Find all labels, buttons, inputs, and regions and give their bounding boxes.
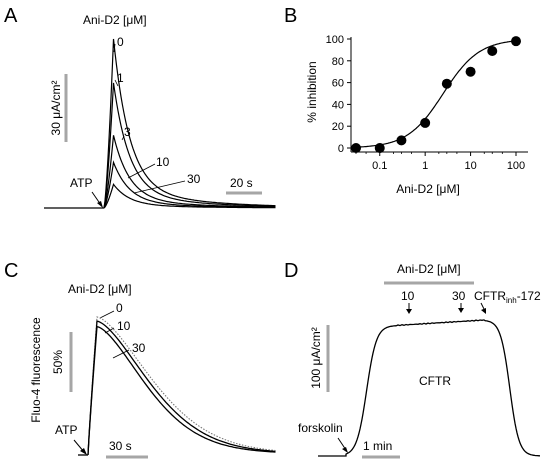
panel-a-trace-label-10: 10 (156, 155, 170, 169)
panel-b-x-ticks: 0.1 1 10 100 (355, 152, 525, 172)
panel-b-letter: B (284, 5, 297, 27)
panel-a-stimulus-label: ATP (70, 176, 92, 190)
panel-a-scalebar-y-label: 30 μA/cm² (49, 81, 63, 136)
panel-a-scalebar-x-label: 20 s (230, 176, 253, 190)
panel-d-center-label: CFTR (419, 374, 451, 388)
panel-b-y-ticks: 0 20 40 60 80 100 (326, 34, 351, 155)
panel-b-ytick-label: 20 (332, 121, 344, 133)
panel-a-trace-label-1: 1 (117, 71, 124, 85)
panel-b-xtick-label: 100 (507, 160, 525, 172)
panel-c-trace-30 (87, 325, 276, 456)
panel-b-xtick-label: 0.1 (372, 160, 387, 172)
panel-b-points (351, 36, 521, 153)
panel-b-fit-curve (355, 40, 516, 148)
panel-d-dose-arrowhead-10 (406, 309, 412, 314)
panel-c-stimulus-label: ATP (55, 423, 77, 437)
panel-c-trace-label-0: 0 (116, 301, 123, 315)
panel-d: D Ani-D2 [μM] 10 30 CFTRinh-172 CFTR 100… (284, 260, 541, 459)
panel-c-ylabel: Fluo-4 fluorescence (29, 317, 43, 423)
panel-b-point (487, 45, 498, 56)
panel-c-leader-0 (99, 310, 115, 319)
panel-d-trace (318, 319, 540, 457)
panel-d-inhibitor-label: CFTRinh-172 (474, 289, 541, 305)
panel-d-bar-label: Ani-D2 [μM] (397, 262, 461, 276)
panel-a-trace-1 (103, 82, 276, 209)
panel-c-stimulus-arrowhead (80, 448, 87, 455)
panel-b-point (351, 143, 361, 153)
panel-c-trace-label-10: 10 (117, 319, 131, 333)
panel-b-ytick-label: 40 (332, 99, 344, 111)
panel-b-ytick-label: 60 (332, 78, 344, 90)
panel-b-xtick-label: 1 (422, 160, 428, 172)
panel-d-inhibitor-suffix: -172 (517, 289, 541, 303)
panel-d-letter: D (284, 260, 298, 282)
panel-d-scalebar-x-label: 1 min (363, 439, 392, 453)
panel-b-ylabel: % inhibition (305, 61, 319, 122)
panel-b-point (441, 78, 452, 89)
panel-a-legend-title: Ani-D2 [μM] (83, 13, 147, 27)
panel-d-dose-label-10: 10 (401, 289, 415, 303)
panel-a: A Ani-D2 [μM] 0 1 3 10 30 ATP 30 μA/cm² … (4, 5, 276, 209)
panel-b-point (420, 117, 431, 128)
panel-a-trace-label-0: 0 (117, 35, 124, 49)
panel-b-point (465, 66, 476, 77)
panel-a-trace-30 (103, 182, 276, 209)
panel-c-legend-title: Ani-D2 [μM] (68, 282, 132, 296)
panel-d-inhibitor-sub: inh (506, 296, 517, 305)
panel-b-ytick-label: 100 (326, 34, 344, 46)
panel-c-trace-label-30: 30 (132, 341, 146, 355)
panel-b-ytick-label: 80 (332, 56, 344, 68)
panel-a-leader-10 (127, 163, 156, 179)
panel-a-leader-1 (114, 79, 119, 87)
panel-a-trace-label-30: 30 (187, 172, 201, 186)
panel-d-scalebar-y-label: 100 μA/cm² (309, 327, 323, 389)
panel-d-inhibitor-main: CFTR (474, 289, 506, 303)
panel-b-xtick-label: 10 (464, 160, 476, 172)
panel-d-dose-label-30: 30 (452, 289, 466, 303)
panel-c-scalebar-y-label: 50% (51, 350, 65, 374)
panel-c: C Ani-D2 [μM] 0 10 30 Fluo-4 fluorescenc… (4, 260, 276, 459)
panel-b-point (511, 36, 521, 47)
panel-d-dose-arrowhead-30 (458, 308, 464, 313)
panel-a-stimulus-arrowhead (97, 201, 103, 208)
panel-a-letter: A (4, 5, 18, 27)
panel-d-stimulus-arrowhead (342, 447, 348, 453)
panel-b-ytick-label: 0 (338, 143, 344, 155)
panel-d-stimulus-label: forskolin (298, 421, 343, 435)
panel-b-xlabel: Ani-D2 [μM] (396, 182, 460, 196)
panel-a-traces (44, 38, 276, 209)
panel-c-trace-10 (87, 320, 276, 456)
panel-a-trace-0 (103, 38, 276, 209)
panel-a-trace-label-3: 3 (124, 125, 131, 139)
panel-b-point (396, 135, 407, 146)
panel-b-point (374, 143, 385, 153)
panel-d-inhibitor-arrowhead (481, 308, 486, 314)
panel-c-letter: C (4, 260, 18, 282)
panel-b: B % inhibition Ani-D2 [μM] 020406080100 … (284, 5, 528, 196)
panel-c-traces (78, 316, 276, 456)
panel-c-trace-0 (87, 316, 276, 456)
panel-c-scalebar-x-label: 30 s (109, 439, 132, 453)
